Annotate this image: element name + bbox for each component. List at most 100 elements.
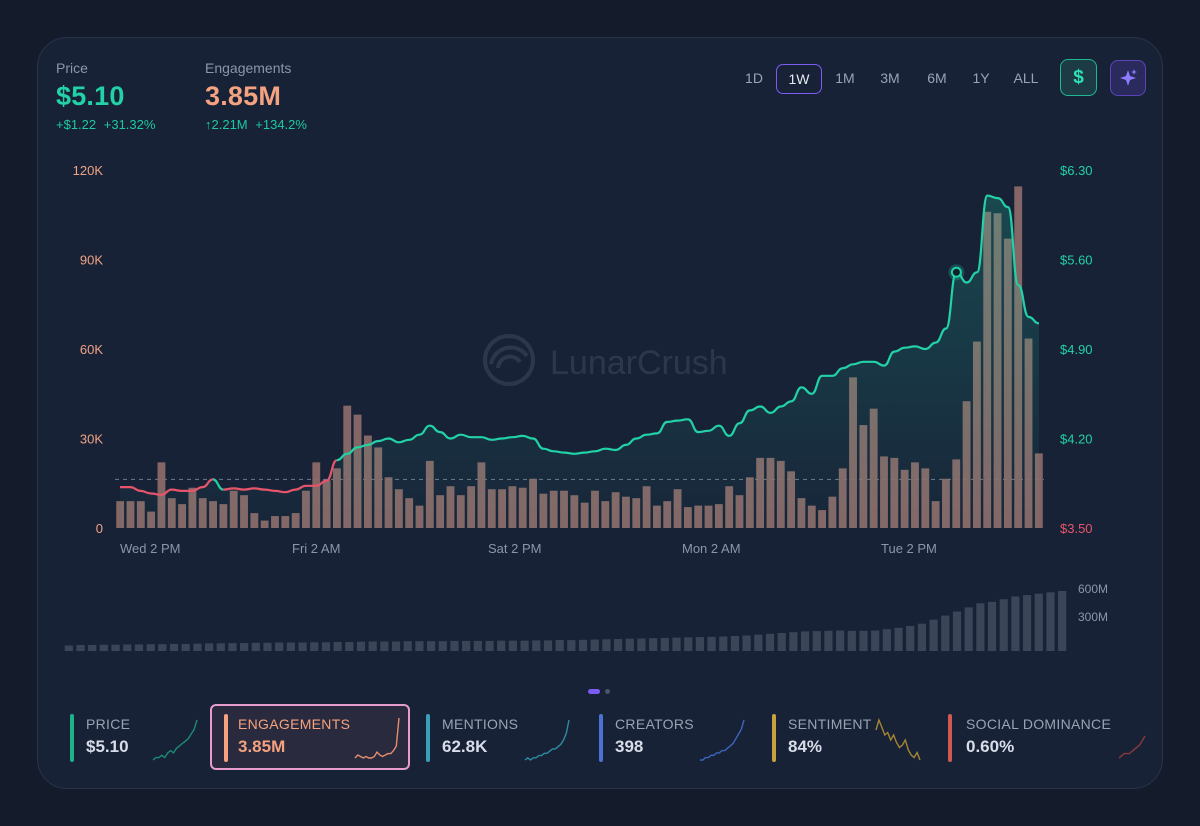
volume-bar — [310, 642, 319, 651]
volume-bar — [193, 643, 202, 651]
metric-engagements[interactable]: ENGAGEMENTS 3.85M — [210, 704, 410, 770]
volume-bar — [251, 642, 260, 651]
volume-bar — [847, 630, 856, 651]
y-right-tick: $6.30 — [1060, 163, 1093, 178]
price-line — [120, 194, 1040, 496]
metric-social-dominance[interactable]: SOCIAL DOMINANCE 0.60% — [948, 704, 1162, 770]
metric-mentions[interactable]: MENTIONS 62.8K — [426, 704, 576, 770]
metric-price-color-bar — [70, 714, 74, 762]
metric-price[interactable]: PRICE $5.10 — [68, 704, 208, 770]
volume-bar — [485, 640, 494, 651]
metric-sentiment-label: SENTIMENT — [788, 716, 872, 732]
volume-bar — [590, 639, 599, 651]
currency-toggle-button[interactable]: $ — [1060, 59, 1097, 96]
lunarcrush-logo-icon — [483, 334, 535, 386]
volume-bar — [707, 636, 716, 651]
timeframe-all[interactable]: ALL — [1013, 70, 1039, 86]
x-tick: Fri 2 AM — [292, 541, 340, 556]
volume-bar — [777, 633, 786, 651]
volume-bar — [263, 642, 272, 651]
x-tick: Mon 2 AM — [682, 541, 741, 556]
volume-bar — [625, 638, 634, 651]
page-dot-2[interactable] — [605, 689, 610, 694]
metric-selector: PRICE $5.10 ENGAGEMENTS 3.85M MENTIONS 6… — [38, 702, 1162, 772]
volume-bar — [1046, 592, 1055, 651]
main-chart[interactable]: LunarCrush 0 30K 60K 90K 120K $3.50 $4.20 $4.9… — [38, 38, 1163, 678]
volume-bar — [473, 640, 482, 651]
volume-bar — [286, 642, 295, 651]
metric-creators-sparkline — [700, 719, 745, 761]
metric-creators-value: 398 — [615, 737, 644, 756]
volume-bar — [380, 641, 389, 651]
volume-bar — [88, 645, 97, 651]
timeframe-3m[interactable]: 3M — [880, 70, 900, 86]
volume-bar — [427, 641, 436, 651]
y-left-tick: 30K — [80, 432, 103, 447]
volume-bar — [240, 643, 249, 651]
timeframe-1m[interactable]: 1M — [835, 70, 855, 86]
volume-bar — [345, 642, 354, 651]
volume-bar — [333, 642, 342, 651]
volume-bar — [497, 640, 506, 651]
y-left-tick: 60K — [80, 342, 103, 357]
metric-social-dominance-value: 0.60% — [966, 737, 1015, 756]
volume-bar — [520, 640, 529, 651]
metric-price-value: $5.10 — [86, 737, 129, 756]
volume-bar — [1011, 596, 1020, 651]
volume-bar — [368, 641, 377, 651]
timeframe-6m[interactable]: 6M — [927, 70, 947, 86]
volume-bar — [532, 640, 541, 651]
metric-sentiment[interactable]: SENTIMENT 84% — [772, 704, 922, 770]
volume-bar — [415, 641, 424, 651]
volume-bar — [555, 640, 564, 651]
timeframe-1w[interactable]: 1W — [776, 64, 822, 94]
sparkline-path — [700, 719, 745, 761]
metric-engagements-value: 3.85M — [238, 737, 286, 756]
price-marker — [948, 264, 965, 281]
volume-bar — [438, 641, 447, 651]
engagements-value: 3.85M — [205, 81, 282, 111]
sparkle-icon — [1120, 69, 1137, 86]
volume-bar — [917, 623, 927, 651]
volume-bar — [754, 634, 763, 651]
price-line-above — [336, 194, 1040, 462]
volume-bar — [123, 644, 132, 651]
volume-bar — [462, 640, 471, 651]
ai-insights-button[interactable] — [1110, 60, 1146, 96]
engagements-stat: Engagements 3.85M ↑2.21M +134.2% — [205, 60, 307, 132]
y-left-axis: 0 30K 60K 90K 120K — [73, 163, 104, 536]
volume-bars — [64, 591, 1067, 651]
y-right-tick: $5.60 — [1060, 253, 1093, 268]
metric-mentions-value: 62.8K — [442, 737, 488, 756]
y-left-tick: 90K — [80, 253, 103, 268]
engagements-change: ↑2.21M +134.2% — [205, 117, 307, 132]
y-left-tick: 0 — [96, 521, 103, 536]
volume-bar — [999, 599, 1008, 651]
metric-social-dominance-label: SOCIAL DOMINANCE — [966, 716, 1112, 732]
metric-creators[interactable]: CREATORS 398 — [599, 704, 749, 770]
volume-bar — [1023, 595, 1032, 651]
price-line-below — [223, 459, 338, 494]
volume-axis: 600M 300M — [1078, 582, 1108, 624]
volume-bar — [321, 642, 331, 651]
volume-bar — [941, 615, 950, 651]
volume-bar — [649, 638, 658, 651]
timeframe-1d[interactable]: 1D — [745, 70, 763, 86]
volume-bar — [76, 645, 85, 651]
engagements-change-pct: +134.2% — [255, 117, 307, 132]
y-right-tick: $4.90 — [1060, 342, 1093, 357]
volume-bar — [228, 643, 237, 651]
volume-bar — [508, 640, 518, 651]
timeframe-1y[interactable]: 1Y — [972, 70, 990, 86]
sparkline-path — [875, 718, 921, 761]
metric-creators-color-bar — [599, 714, 603, 762]
volume-bar — [578, 639, 588, 651]
volume-bar — [894, 627, 903, 651]
volume-bar — [567, 640, 576, 651]
volume-bar — [602, 639, 611, 651]
page-dot-1[interactable] — [588, 689, 600, 694]
volume-bar — [111, 644, 120, 651]
volume-bar — [929, 619, 938, 651]
metric-engagements-sparkline — [354, 717, 400, 759]
volume-bar — [1058, 591, 1067, 651]
